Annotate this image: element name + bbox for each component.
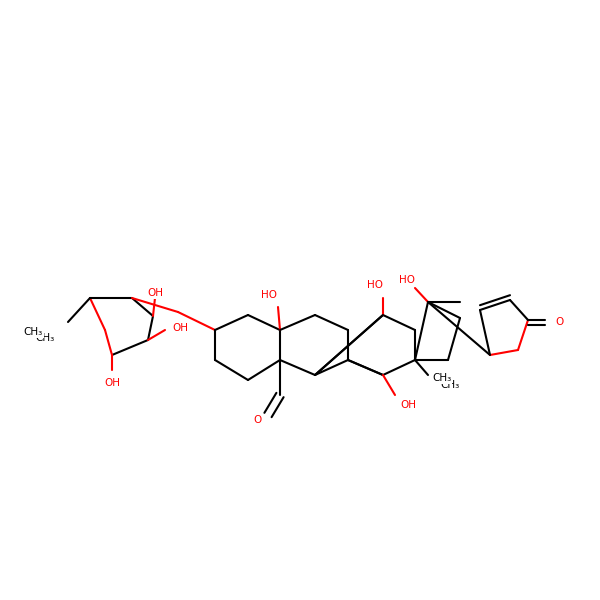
Text: OH: OH bbox=[172, 323, 188, 333]
Text: CH₃: CH₃ bbox=[24, 327, 43, 337]
Text: OH: OH bbox=[147, 288, 163, 298]
Text: HO: HO bbox=[399, 275, 415, 285]
Text: O: O bbox=[254, 415, 262, 425]
Text: HO: HO bbox=[261, 290, 277, 300]
Text: OH: OH bbox=[104, 378, 120, 388]
Text: O: O bbox=[555, 317, 563, 327]
Text: HO: HO bbox=[367, 280, 383, 290]
Text: OH: OH bbox=[400, 400, 416, 410]
Text: CH₃: CH₃ bbox=[35, 333, 55, 343]
Text: CH₃: CH₃ bbox=[440, 380, 459, 390]
Text: CH₃: CH₃ bbox=[432, 373, 451, 383]
